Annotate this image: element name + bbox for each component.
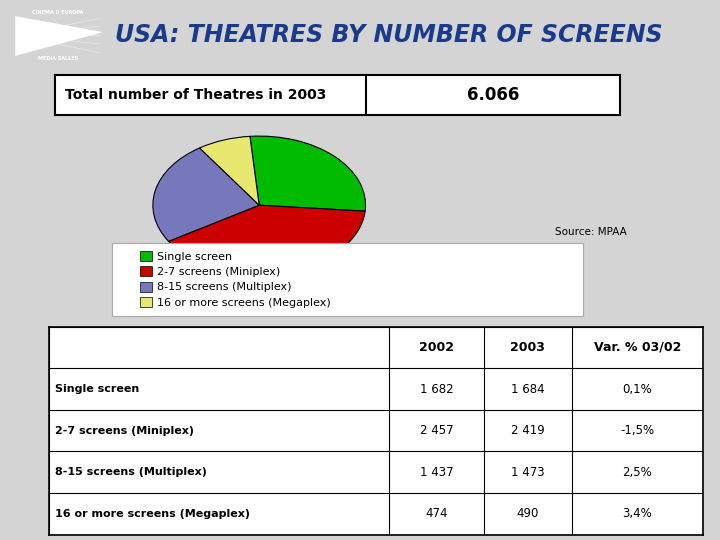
Text: 490: 490 (517, 507, 539, 521)
Text: USA: THEATRES BY NUMBER OF SCREENS: USA: THEATRES BY NUMBER OF SCREENS (115, 23, 663, 47)
Text: 474: 474 (425, 507, 448, 521)
Wedge shape (250, 136, 366, 211)
Text: Var. % 03/02: Var. % 03/02 (594, 341, 681, 354)
Text: -1,5%: -1,5% (621, 424, 654, 437)
Text: Total number of Theatres in 2003: Total number of Theatres in 2003 (66, 88, 327, 102)
Text: MEDIA SALLES: MEDIA SALLES (37, 56, 78, 61)
Wedge shape (168, 205, 365, 274)
Text: 0,1%: 0,1% (623, 382, 652, 396)
Text: 2 457: 2 457 (420, 424, 453, 437)
Wedge shape (199, 136, 259, 205)
Text: Single screen: Single screen (55, 384, 140, 394)
Wedge shape (153, 148, 259, 241)
Text: 8-15 screens (Multiplex): 8-15 screens (Multiplex) (55, 467, 207, 477)
Text: 2 419: 2 419 (511, 424, 545, 437)
Text: 2002: 2002 (419, 341, 454, 354)
Text: 16 or more screens (Megaplex): 16 or more screens (Megaplex) (55, 509, 251, 519)
Text: 1 473: 1 473 (511, 465, 544, 479)
Text: Source: MPAA: Source: MPAA (554, 227, 626, 237)
Text: 1 437: 1 437 (420, 465, 453, 479)
Text: 6.066: 6.066 (467, 86, 519, 104)
Text: 2,5%: 2,5% (623, 465, 652, 479)
Text: 1 684: 1 684 (511, 382, 544, 396)
Text: 2-7 screens (Miniplex): 2-7 screens (Miniplex) (55, 426, 194, 436)
Text: CINEMA D'EUROPA: CINEMA D'EUROPA (32, 10, 84, 15)
Legend: Single screen, 2-7 screens (Miniplex), 8-15 screens (Multiplex), 16 or more scre: Single screen, 2-7 screens (Miniplex), 8… (136, 247, 336, 312)
Text: 2003: 2003 (510, 341, 545, 354)
Text: 3,4%: 3,4% (623, 507, 652, 521)
Polygon shape (15, 16, 103, 56)
Text: 1 682: 1 682 (420, 382, 453, 396)
